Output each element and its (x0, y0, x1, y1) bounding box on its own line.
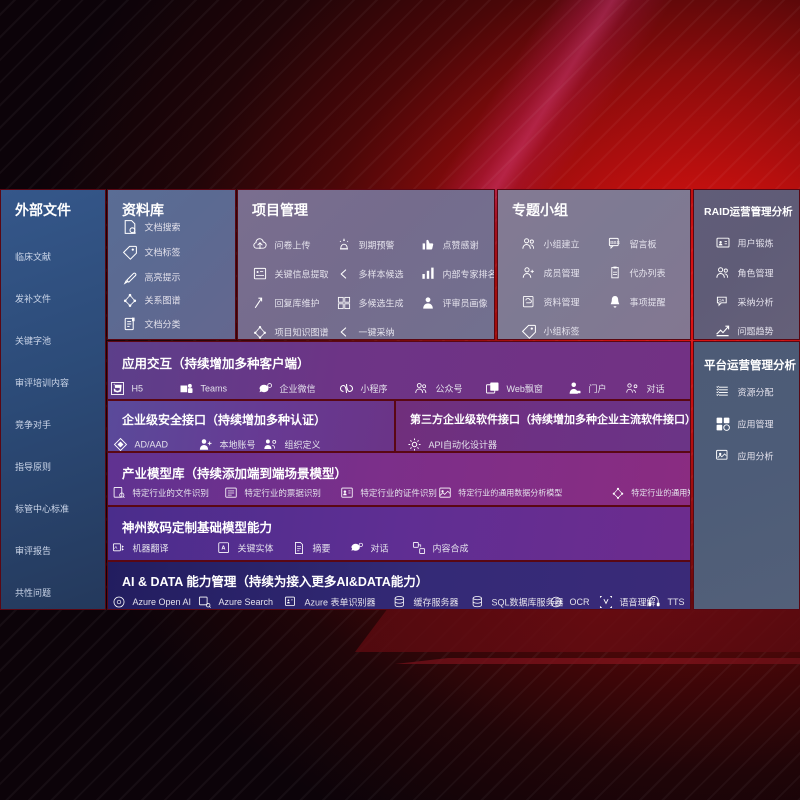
svg-text:A: A (221, 546, 225, 552)
svg-text:OCR: OCR (553, 600, 562, 605)
svg-text:A: A (114, 545, 118, 550)
svg-text:BBS: BBS (610, 240, 620, 246)
svg-text:QA: QA (718, 298, 724, 303)
